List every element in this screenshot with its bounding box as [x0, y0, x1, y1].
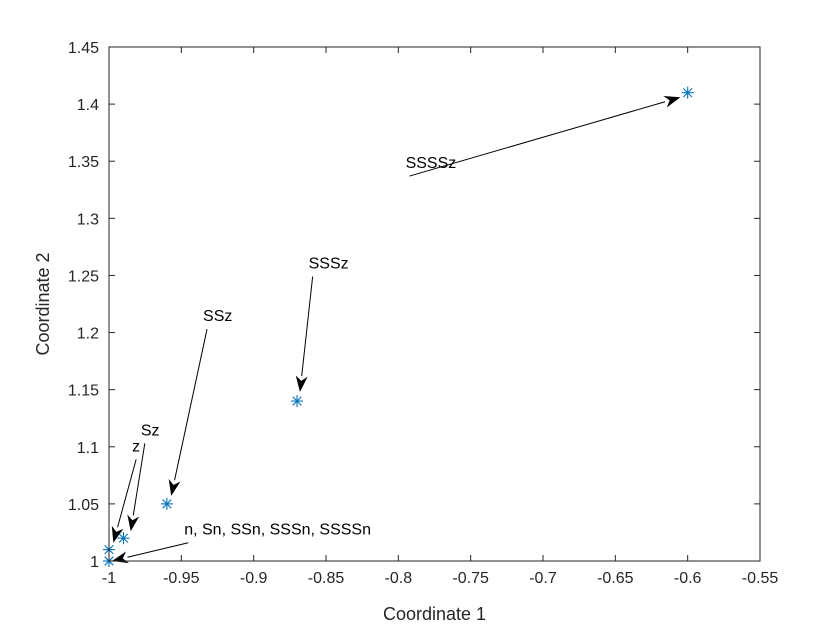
- data-point: [160, 497, 173, 510]
- annotation-arrow-line: [117, 459, 137, 528]
- annotation: Sz: [127, 422, 160, 532]
- x-tick-label: -0.8: [385, 570, 413, 587]
- x-tick-label: -0.7: [529, 570, 557, 587]
- x-tick-label: -0.9: [240, 570, 268, 587]
- y-tick-label: 1.45: [68, 40, 99, 57]
- y-tick-label: 1: [90, 554, 99, 571]
- data-point: [681, 86, 694, 99]
- annotation-arrow-line: [301, 276, 314, 377]
- tick-labels: -1 -0.95 -0.9 -0.85 -0.8 -0.75 -0.7 -0.65 -0.6 -0…: [68, 40, 778, 587]
- x-axis-label: Coordinate 1: [383, 604, 486, 624]
- y-tick-label: 1.35: [68, 154, 99, 171]
- y-tick-label: 1.15: [68, 383, 99, 400]
- x-tick-label: -0.95: [163, 570, 200, 587]
- data-point: [117, 532, 130, 545]
- annotation: z: [111, 438, 140, 543]
- annotation-label: SSz: [203, 308, 232, 325]
- annotation-arrowhead: [168, 478, 181, 496]
- annotation-arrowhead: [127, 514, 140, 532]
- annotation-arrowhead: [663, 95, 681, 108]
- y-tick-label: 1.2: [77, 326, 99, 343]
- annotation-arrowhead: [295, 375, 308, 392]
- annotation: SSSSz: [406, 95, 681, 177]
- y-tick-label: 1.3: [77, 211, 99, 228]
- y-tick-label: 1.25: [68, 268, 99, 285]
- annotation: SSSz: [295, 256, 349, 392]
- y-tick-label: 1.05: [68, 497, 99, 514]
- y-tick-label: 1.4: [77, 97, 99, 114]
- x-tick-label: -0.55: [742, 570, 779, 587]
- annotation-arrow-line: [127, 542, 189, 558]
- annotation-arrowhead: [111, 551, 129, 564]
- annotation-label: SSSSz: [406, 155, 457, 172]
- annotation-arrowhead: [111, 525, 124, 543]
- y-axis-label: Coordinate 2: [33, 252, 53, 355]
- x-tick-label: -0.85: [308, 570, 345, 587]
- plot-frame: [108, 46, 761, 562]
- annotation-arrow-line: [132, 443, 146, 516]
- annotation: SSz: [168, 308, 232, 496]
- x-tick-label: -1: [102, 570, 116, 587]
- data-point: [291, 395, 304, 408]
- x-tick-label: -0.75: [452, 570, 489, 587]
- annotation-label: z: [132, 438, 140, 455]
- annotation-label: n, Sn, SSn, SSSn, SSSSn: [184, 522, 371, 539]
- x-tick-label: -0.6: [674, 570, 702, 587]
- annotation-label: SSSz: [309, 256, 349, 273]
- x-tick-label: -0.65: [597, 570, 634, 587]
- annotation-arrow-line: [174, 329, 208, 481]
- annotations: n, Sn, SSn, SSSn, SSSSn zSz SSz SSSz SSSSz: [111, 95, 681, 564]
- annotation-arrow-line: [409, 101, 666, 177]
- annotation: n, Sn, SSn, SSSn, SSSSn: [111, 522, 371, 564]
- plot-area: [109, 47, 760, 561]
- y-tick-label: 1.1: [77, 440, 99, 457]
- annotation-label: Sz: [141, 422, 160, 439]
